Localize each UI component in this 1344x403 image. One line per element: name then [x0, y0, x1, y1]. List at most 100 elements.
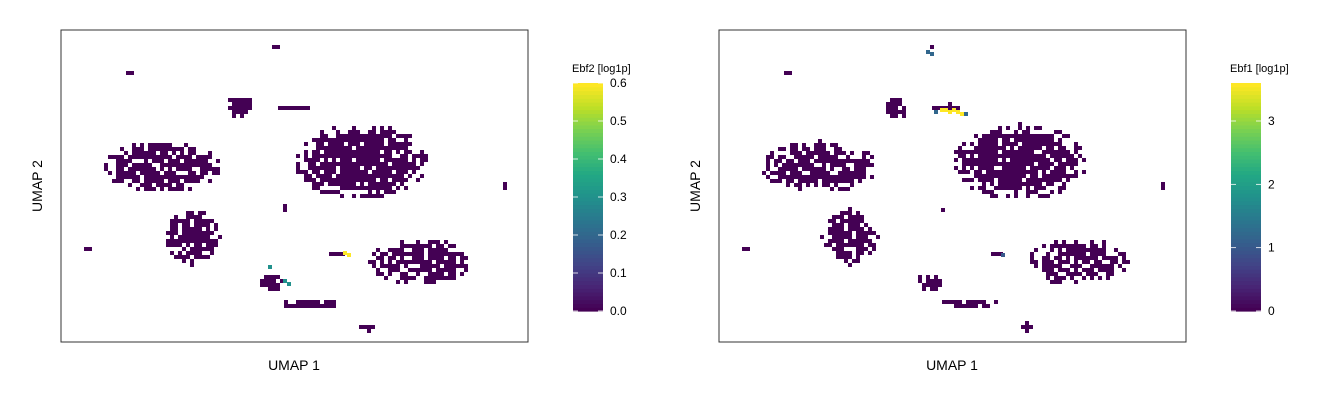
hex-cell — [192, 179, 196, 183]
hex-cell — [168, 183, 172, 187]
hex-cell — [340, 142, 344, 146]
hex-cell — [962, 304, 966, 308]
hex-cell — [994, 146, 998, 150]
hex-cell — [818, 159, 822, 163]
hex-cell — [388, 190, 392, 194]
hex-cell — [340, 146, 344, 150]
hex-cell — [1114, 256, 1118, 260]
hex-cell — [982, 142, 986, 146]
hex-cell — [360, 150, 364, 154]
hex-cell — [854, 159, 858, 163]
hex-cell — [1006, 142, 1010, 146]
hex-cell — [810, 155, 814, 159]
hex-cell — [356, 134, 360, 138]
hex-cell — [970, 300, 974, 304]
hex-cell — [156, 183, 160, 187]
hex-cell — [188, 163, 192, 167]
hex-cell-highlight — [956, 110, 960, 114]
hex-cell — [324, 190, 328, 194]
colorbar-segment — [1231, 257, 1261, 263]
colorbar-segment — [573, 83, 603, 88]
hex-cell — [376, 162, 380, 166]
hex-cell — [1066, 150, 1070, 154]
hex-cell — [324, 162, 328, 166]
colorbar-segment — [573, 185, 603, 190]
hex-cell — [336, 182, 340, 186]
hex-cell-highlight — [940, 108, 944, 112]
hex-cell — [1030, 178, 1034, 182]
hex-cell — [178, 239, 182, 243]
hex-cell — [982, 162, 986, 166]
hex-cell — [182, 219, 186, 223]
hex-cell — [420, 244, 424, 248]
hex-cell — [894, 110, 898, 114]
hex-cell — [1042, 162, 1046, 166]
hex-cell-highlight — [948, 110, 952, 114]
hex-cell — [1086, 272, 1090, 276]
hex-cell — [186, 219, 190, 223]
hex-cell — [856, 223, 860, 227]
hex-cell — [324, 134, 328, 138]
hex-cell — [376, 146, 380, 150]
hex-cell — [826, 151, 830, 155]
hex-cell — [798, 175, 802, 179]
hex-cell — [380, 170, 384, 174]
hex-cell — [332, 170, 336, 174]
hex-cell — [818, 151, 822, 155]
hex-cell — [1042, 134, 1046, 138]
hex-cell — [1018, 166, 1022, 170]
hex-cell — [214, 227, 218, 231]
hex-cell — [194, 215, 198, 219]
hex-cell — [208, 155, 212, 159]
hex-cell — [1014, 134, 1018, 138]
hex-cell — [320, 182, 324, 186]
hex-cell — [232, 114, 236, 118]
hex-cell — [396, 166, 400, 170]
hex-cell — [1018, 182, 1022, 186]
hex-cell — [862, 171, 866, 175]
colorbar-segment — [573, 265, 603, 270]
hex-cell — [132, 155, 136, 159]
hex-cell — [340, 150, 344, 154]
hex-cell — [790, 175, 794, 179]
hex-cell — [1030, 260, 1034, 264]
hex-cell — [850, 159, 854, 163]
hex-cell — [364, 158, 368, 162]
hex-cell — [1161, 182, 1165, 186]
hex-cell — [344, 138, 348, 142]
hex-cell — [958, 304, 962, 308]
hex-cell — [170, 223, 174, 227]
hex-cell — [416, 244, 420, 248]
hex-cell — [436, 264, 440, 268]
hex-cell — [384, 252, 388, 256]
hex-cell — [1058, 244, 1062, 248]
hex-cell — [838, 187, 842, 191]
hex-cell — [1106, 256, 1110, 260]
hex-cell — [958, 150, 962, 154]
hex-cell — [372, 158, 376, 162]
hex-cell — [152, 159, 156, 163]
hex-cell — [1054, 244, 1058, 248]
hex-cell — [432, 256, 436, 260]
hex-cell — [922, 283, 926, 287]
hex-cell — [214, 223, 218, 227]
hex-cell — [778, 147, 782, 151]
hex-cell — [828, 227, 832, 231]
hex-cell — [380, 146, 384, 150]
hex-cell — [886, 110, 890, 114]
hex-cell — [802, 147, 806, 151]
hex-cell — [966, 300, 970, 304]
hex-cell — [144, 187, 148, 191]
hex-cell — [152, 167, 156, 171]
hex-cell — [400, 276, 404, 280]
hex-cell — [376, 182, 380, 186]
hex-cell — [978, 170, 982, 174]
hex-cell — [304, 178, 308, 182]
hex-cell — [206, 227, 210, 231]
hex-cell — [452, 264, 456, 268]
hex-cell — [1054, 178, 1058, 182]
hex-cell — [116, 175, 120, 179]
hex-cell — [416, 252, 420, 256]
hex-cell — [1002, 146, 1006, 150]
hex-cell — [810, 163, 814, 167]
